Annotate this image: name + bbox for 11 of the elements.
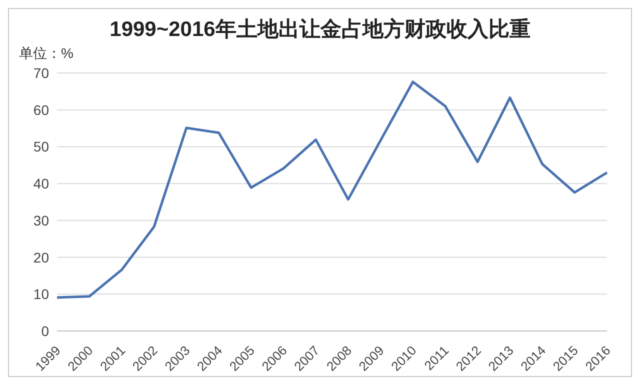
y-tick-label: 10 bbox=[33, 286, 50, 302]
y-tick-label: 20 bbox=[33, 249, 50, 266]
chart-title: 1999~2016年土地出让金占地方财政收入比重 bbox=[108, 16, 532, 43]
y-tick-label: 40 bbox=[33, 176, 50, 192]
y-tick-label: 30 bbox=[33, 212, 50, 228]
y-tick-label: 60 bbox=[33, 102, 50, 118]
line-series bbox=[56, 80, 608, 299]
text: 单位：% bbox=[19, 45, 74, 63]
y-tick-label: 0 bbox=[41, 322, 50, 339]
y-tick-label: 50 bbox=[33, 138, 50, 155]
y-tick-label: 70 bbox=[33, 64, 50, 81]
